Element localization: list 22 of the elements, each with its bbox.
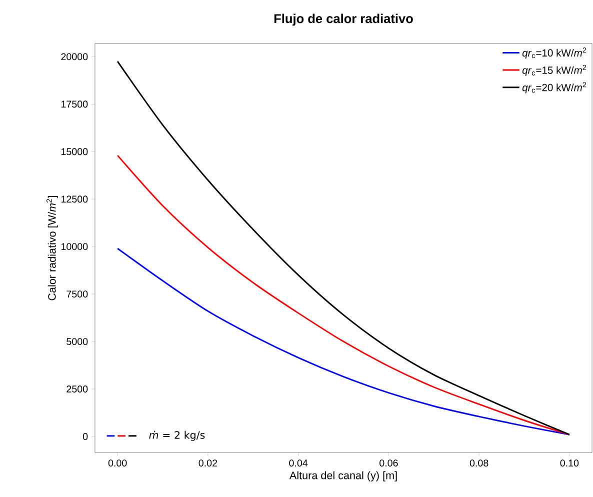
y-tick-label: 2500 (66, 386, 88, 392)
x-tick-label: 0.08 (470, 460, 488, 467)
x-tick-label: 0.02 (198, 460, 218, 467)
chart-title: Flujo de calor radiativo (274, 14, 413, 26)
annotation: ṁ = 2 kg/s (149, 430, 205, 441)
legend-label: qr$_{c}$=15 kW/m$^{2}$ (522, 64, 586, 76)
x-tick-label: 0.10 (560, 460, 579, 467)
y-tick-label: 5000 (66, 338, 88, 346)
legend-label: qr$_{c}$=10 kW/m$^{2}$ (522, 47, 586, 59)
x-tick-label: 0.06 (380, 460, 398, 467)
x-axis-title: Altura del canal (y) [m] (289, 471, 397, 482)
y-tick-label: 7500 (66, 290, 88, 298)
y-tick-label: 10000 (61, 243, 88, 250)
y-tick-label: 0 (82, 433, 88, 440)
y-tick-label: 17500 (61, 100, 88, 108)
x-tick-label: 0.00 (108, 460, 127, 467)
y-tick-label: 12500 (61, 196, 88, 203)
x-tick-label: 0.04 (289, 460, 308, 467)
legend-label: qr$_{c}$=20 kW/m$^{2}$ (522, 82, 586, 94)
y-tick-label: 15000 (61, 148, 88, 156)
y-tick-label: 20000 (61, 53, 88, 60)
y-axis-title: Calor radiativo [W/m$^{2}$] (46, 196, 58, 300)
